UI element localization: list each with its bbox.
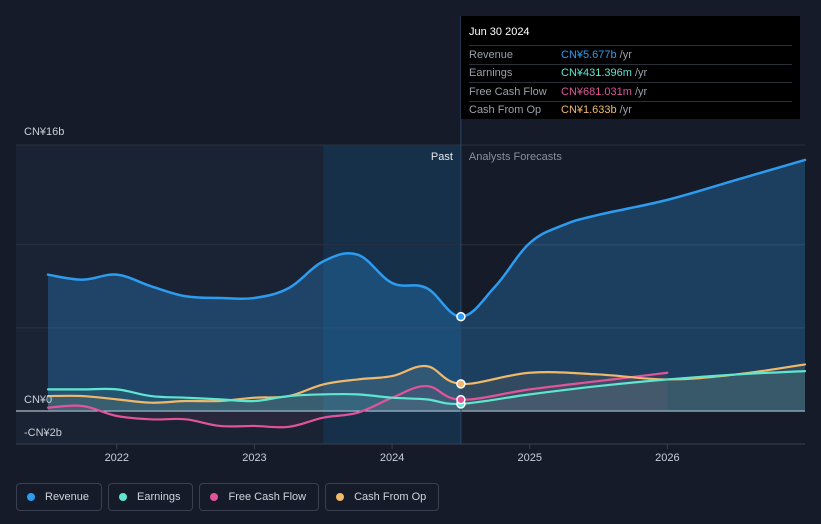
tooltip-label: Revenue: [469, 48, 514, 61]
legend-label: Free Cash Flow: [228, 491, 307, 503]
hover-markers: [456, 311, 466, 409]
tooltip-value: CN¥1.633b: [561, 104, 617, 117]
legend-dot-icon: [119, 493, 128, 501]
gridlines: [16, 144, 805, 445]
past-label: Past: [431, 151, 453, 163]
legend-label: Earnings: [137, 491, 181, 503]
x-tick-label: 2023: [242, 452, 266, 464]
tooltip-label: Cash From Op: [469, 104, 542, 117]
tooltip-row-cfo: Cash From Op CN¥1.633b /yr: [469, 100, 792, 120]
y-tick-label: CN¥0: [24, 394, 52, 406]
legend-earnings[interactable]: Earnings: [108, 483, 194, 511]
tooltip-row-fcf: Free Cash Flow CN¥681.031m /yr: [469, 82, 792, 101]
x-tick-label: 2025: [517, 452, 541, 464]
tooltip-value: CN¥5.677b: [561, 48, 617, 61]
legend-dot-icon: [27, 493, 35, 501]
revenue-area: [48, 159, 805, 411]
revenue-marker: [456, 311, 466, 322]
legend-label: Revenue: [45, 491, 90, 503]
legend-cash-from-op[interactable]: Cash From Op: [325, 483, 440, 511]
tooltip-unit: /yr: [619, 48, 632, 61]
tooltip-row-revenue: Revenue CN¥5.677b /yr: [469, 45, 792, 64]
tooltip-unit: /yr: [619, 104, 632, 117]
tooltip: Jun 30 2024 Revenue CN¥5.677b /yr Earnin…: [461, 16, 800, 119]
legend-label: Cash From Op: [354, 491, 427, 503]
free-cash-flow-area: [48, 372, 668, 428]
y-tick-label: -CN¥2b: [24, 427, 62, 439]
legend: Revenue Earnings Free Cash Flow Cash Fro…: [16, 483, 440, 511]
x-tick-label: 2026: [655, 452, 679, 464]
legend-free-cash-flow[interactable]: Free Cash Flow: [199, 483, 320, 511]
revenue-line: [46, 158, 807, 318]
forecast-label: Analysts Forecasts: [469, 151, 562, 163]
tooltip-date: Jun 30 2024: [469, 26, 530, 38]
y-axis-labels: CN¥16b CN¥0 -CN¥2b: [24, 126, 64, 439]
legend-dot-icon: [210, 493, 219, 501]
tooltip-value: CN¥681.031m: [561, 85, 632, 98]
free-cash-flow-line: [46, 371, 669, 429]
legend-revenue[interactable]: Revenue: [16, 483, 103, 511]
tooltip-label: Free Cash Flow: [469, 85, 547, 98]
tooltip-unit: /yr: [634, 67, 648, 80]
tooltip-row-earnings: Earnings CN¥431.396m /yr: [469, 63, 792, 83]
x-axis-labels: 2022 2023 2024 2025 2026: [105, 444, 680, 464]
tooltip-label: Earnings: [469, 67, 513, 80]
legend-dot-icon: [336, 493, 345, 501]
earnings-line: [46, 370, 807, 406]
y-tick-label: CN¥16b: [24, 126, 64, 138]
series-lines: [46, 158, 807, 429]
tooltip-unit: /yr: [634, 85, 648, 98]
x-tick-label: 2024: [380, 452, 404, 464]
x-tick-label: 2022: [105, 452, 129, 464]
tooltip-value: CN¥431.396m: [561, 67, 632, 80]
cash-from-op-marker: [456, 379, 466, 389]
line-chart: CN¥16b CN¥0 -CN¥2b 2022 2023 2024 2025 2026 Pa…: [16, 16, 807, 464]
free-cash-flow-marker: [456, 394, 466, 405]
cash-from-op-line: [46, 363, 807, 404]
